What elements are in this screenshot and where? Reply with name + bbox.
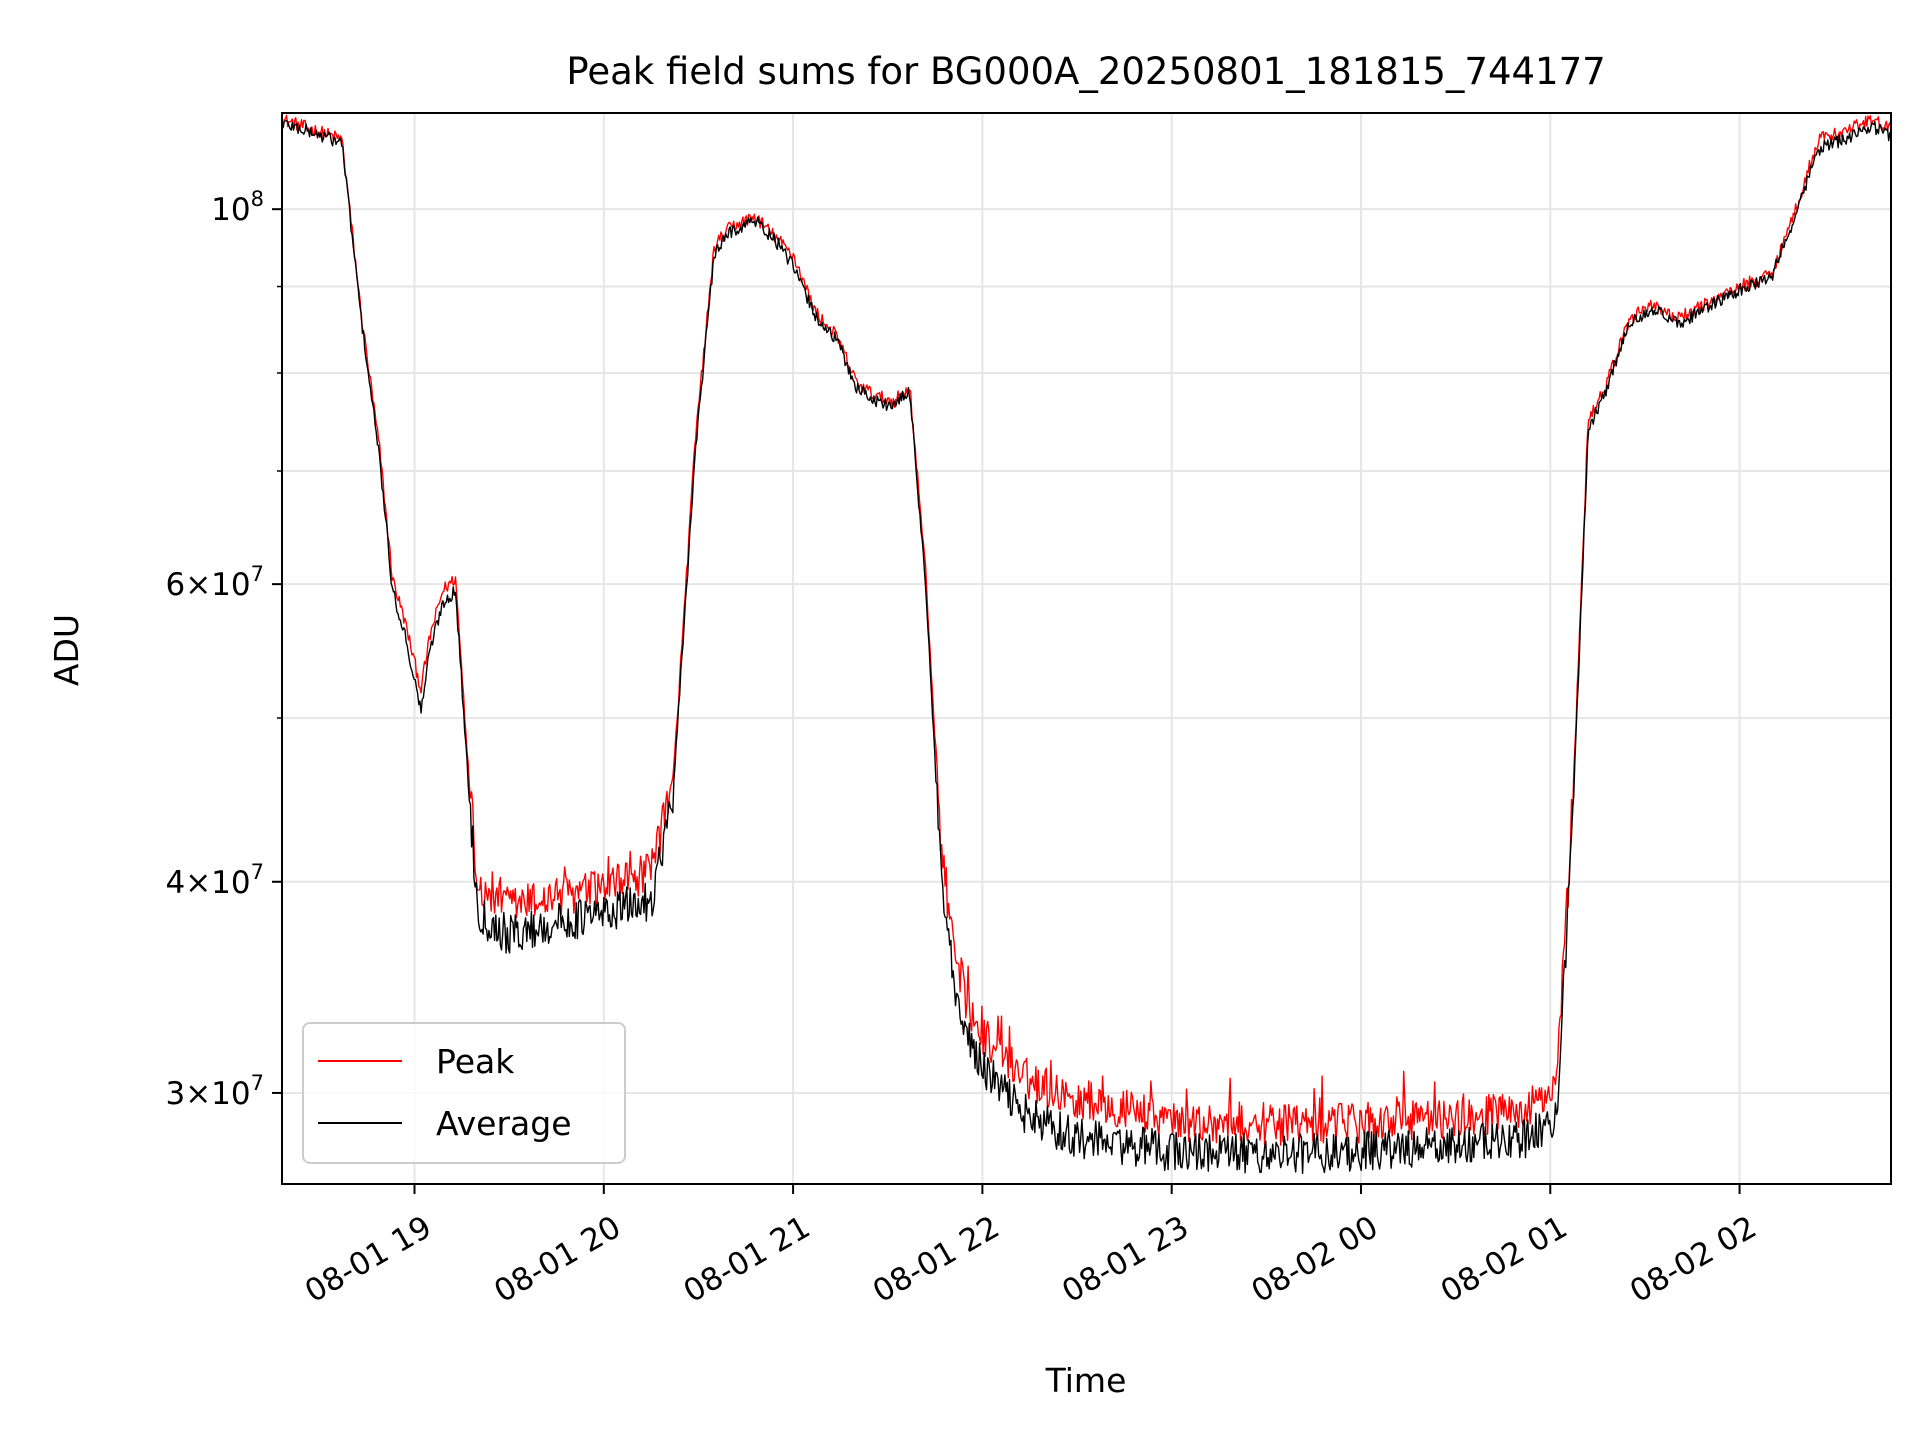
- x-axis: 08-01 19 08-01 20 08-01 21 08-01 22 08-01 23…: [299, 1184, 1763, 1310]
- y-tick-label: 3×107: [165, 1071, 264, 1112]
- y-tick-label: 108: [211, 187, 264, 228]
- series-line-average: [282, 119, 1891, 1175]
- plot-frame: [281, 112, 1892, 1185]
- x-tick-label: 08-01 20: [488, 1209, 627, 1310]
- x-tick-label: 08-02 02: [1624, 1209, 1763, 1310]
- y-axis: 3×107 4×107 6×107 108: [165, 187, 282, 1112]
- x-tick-label: 08-01 21: [678, 1209, 817, 1310]
- legend-peak-label: Peak: [436, 1042, 515, 1081]
- chart-title: Peak field sums for BG000A_20250801_1818…: [566, 50, 1605, 93]
- y-tick-label: 4×107: [165, 860, 264, 901]
- legend: Peak Average: [302, 1022, 626, 1164]
- legend-box: [302, 1022, 626, 1164]
- plot-area: [282, 114, 1891, 1175]
- series-layer: [282, 114, 1891, 1175]
- x-tick-label: 08-02 01: [1435, 1209, 1574, 1310]
- x-tick-label: 08-01 22: [867, 1209, 1006, 1310]
- y-tick-label: 6×107: [165, 562, 264, 603]
- x-axis-label: Time: [1045, 1361, 1127, 1400]
- x-tick-label: 08-01 23: [1056, 1209, 1195, 1310]
- legend-average-label: Average: [436, 1104, 572, 1143]
- x-tick-label: 08-02 00: [1245, 1209, 1384, 1310]
- series-line-peak: [282, 114, 1891, 1146]
- x-tick-label: 08-01 19: [299, 1209, 438, 1310]
- y-axis-label: ADU: [47, 614, 86, 686]
